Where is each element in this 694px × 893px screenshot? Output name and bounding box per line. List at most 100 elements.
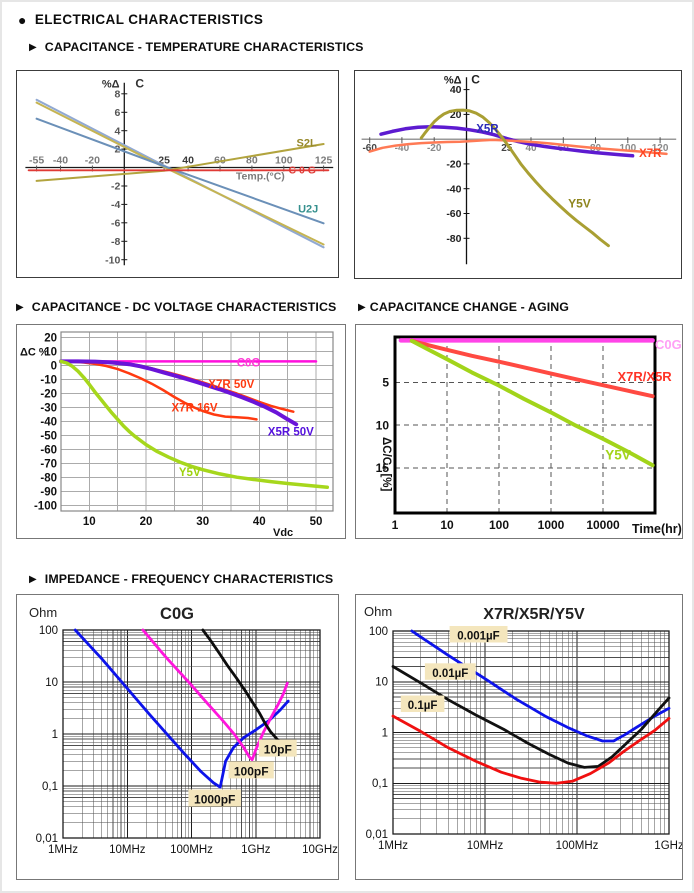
svg-text:40: 40 [253,516,266,528]
svg-text:10pF: 10pF [264,743,292,757]
svg-text:0,1: 0,1 [42,781,58,793]
svg-text:10: 10 [83,516,96,528]
svg-text:100MHz: 100MHz [170,844,213,856]
svg-text:1: 1 [382,727,388,739]
svg-text:S2L: S2L [297,137,317,149]
chart-canvas-cap-aging: 1 10 100 1000 10000 5 10 15 C0G X7R/X5R Y5V Time(hr… [356,325,682,538]
svg-text:-60: -60 [362,143,377,154]
svg-text:10: 10 [440,518,454,532]
chart-canvas-cap-dc-voltage: 10 20 30 40 50 20 10 0 -10 -20 -30 -40 -50 -60 -70 -80 -… [17,325,345,539]
svg-text:100: 100 [39,625,58,637]
chart-impedance-c0g: 1MHz 10MHz 100MHz 1GHz 10GHz 100 10 1 0,1 0,01 C0G… [16,594,339,880]
svg-text:-40: -40 [40,416,57,428]
svg-text:10000: 10000 [586,518,620,532]
svg-text:0.1µF: 0.1µF [408,700,438,712]
svg-text:X7R/X5R: X7R/X5R [618,369,673,384]
svg-text:6: 6 [114,107,120,119]
svg-text:-50: -50 [40,430,57,442]
svg-text:Ohm: Ohm [364,604,392,619]
heading-cap-temp-text: CAPACITANCE - TEMPERATURE CHARACTERISTIC… [44,40,364,54]
svg-text:4: 4 [114,125,120,137]
svg-text:-10: -10 [40,375,57,387]
svg-text:10GHz: 10GHz [302,844,338,856]
svg-text:-55: -55 [29,155,44,167]
svg-text:20: 20 [140,516,153,528]
heading-cap-aging-text: CAPACITANCE CHANGE - AGING [369,300,570,314]
chart-canvas-cap-temp-class1: -55 -40 -20 25 40 60 80 100 125 8 6 4 2 -2 -4 -6 -8 -10 %Δ… [17,71,338,277]
svg-text:10: 10 [375,677,388,689]
svg-text:-40: -40 [395,143,410,154]
svg-text:50: 50 [310,516,323,528]
svg-text:%Δ: %Δ [444,74,462,86]
svg-text:X5R: X5R [476,123,499,135]
svg-text:C: C [135,76,144,90]
svg-text:100pF: 100pF [234,764,269,778]
svg-text:80: 80 [246,155,258,167]
svg-text:100: 100 [619,143,636,154]
heading-electrical-text: ELECTRICAL CHARACTERISTICS [34,12,264,27]
svg-text:U2J: U2J [298,204,318,216]
svg-text:-8: -8 [111,236,120,248]
svg-text:40: 40 [525,143,537,154]
svg-text:100MHz: 100MHz [556,840,599,852]
triangle-bullet-icon: ▶ [29,574,37,585]
svg-text:5: 5 [382,376,389,390]
svg-text:0.001µF: 0.001µF [457,631,499,643]
chart-cap-aging: 1 10 100 1000 10000 5 10 15 C0G X7R/X5R Y5V Time(hr… [355,324,683,539]
svg-text:Temp.(°C): Temp.(°C) [236,171,285,183]
chart-cap-temp-class1: -55 -40 -20 25 40 60 80 100 125 8 6 4 2 -2 -4 -6 -8 -10 %Δ… [16,70,339,278]
svg-text:ΔC/C₀ [%]: ΔC/C₀ [%] [380,437,392,492]
svg-text:30: 30 [196,516,209,528]
section-heading-cap-temp: ▶ CAPACITANCE - TEMPERATURE CHARACTERISTI… [29,40,363,54]
svg-text:Y5V: Y5V [568,196,591,210]
svg-text:-20: -20 [446,159,461,171]
svg-text:%Δ: %Δ [102,78,120,90]
triangle-bullet-icon: ▶ [16,302,24,313]
svg-text:-30: -30 [40,402,57,414]
svg-text:120: 120 [652,143,669,154]
svg-text:-70: -70 [40,458,57,470]
svg-text:25: 25 [501,143,513,154]
svg-text:10: 10 [44,347,57,359]
svg-text:1: 1 [392,518,399,532]
svg-text:-100: -100 [34,500,57,512]
svg-text:10MHz: 10MHz [467,840,504,852]
svg-text:-6: -6 [111,217,120,229]
svg-text:25: 25 [158,155,170,167]
circle-bullet-icon: ● [18,12,27,28]
svg-text:-80: -80 [40,472,57,484]
svg-text:-40: -40 [446,183,461,195]
svg-text:0,01: 0,01 [366,829,388,841]
svg-text:15: 15 [376,461,390,475]
svg-text:X7R: X7R [639,148,662,160]
chart-cap-temp-class2: -60 -40 -20 25 40 60 80 100 120 40 20 -20 -40 -60 -80%… [354,70,682,279]
svg-text:C0G: C0G [655,337,682,352]
svg-text:0,1: 0,1 [372,778,388,790]
svg-text:0.01µF: 0.01µF [432,668,468,680]
svg-text:X5R 50V: X5R 50V [268,427,314,439]
chart-canvas-impedance-c0g: 1MHz 10MHz 100MHz 1GHz 10GHz 100 10 1 0,1 0,01 C0G… [17,595,338,879]
svg-text:-4: -4 [111,199,120,211]
svg-text:1GHz: 1GHz [241,844,271,856]
svg-text:100: 100 [275,155,293,167]
svg-text:1: 1 [52,729,58,741]
svg-text:20: 20 [44,333,57,345]
svg-text:-80: -80 [446,233,461,245]
svg-text:40: 40 [182,155,194,167]
heading-impedance-text: IMPEDANCE - FREQUENCY CHARACTERISTICS [44,572,334,586]
svg-text:Vdc: Vdc [273,527,293,538]
heading-cap-dc-text: CAPACITANCE - DC VOLTAGE CHARACTERISTICS [31,300,337,314]
svg-text:-60: -60 [40,444,57,456]
svg-text:Ohm: Ohm [29,605,57,620]
svg-text:-20: -20 [40,388,57,400]
svg-text:C0G: C0G [237,357,261,369]
svg-text:10: 10 [45,677,58,689]
svg-text:ΔC %: ΔC % [20,347,49,359]
svg-text:10MHz: 10MHz [109,844,146,856]
svg-text:X7R 16V: X7R 16V [172,403,218,415]
section-heading-impedance: ▶ IMPEDANCE - FREQUENCY CHARACTERISTICS [29,572,333,586]
svg-text:Y5V: Y5V [605,447,631,462]
svg-text:X7R/X5R/Y5V: X7R/X5R/Y5V [483,606,585,623]
svg-text:10: 10 [376,418,390,432]
